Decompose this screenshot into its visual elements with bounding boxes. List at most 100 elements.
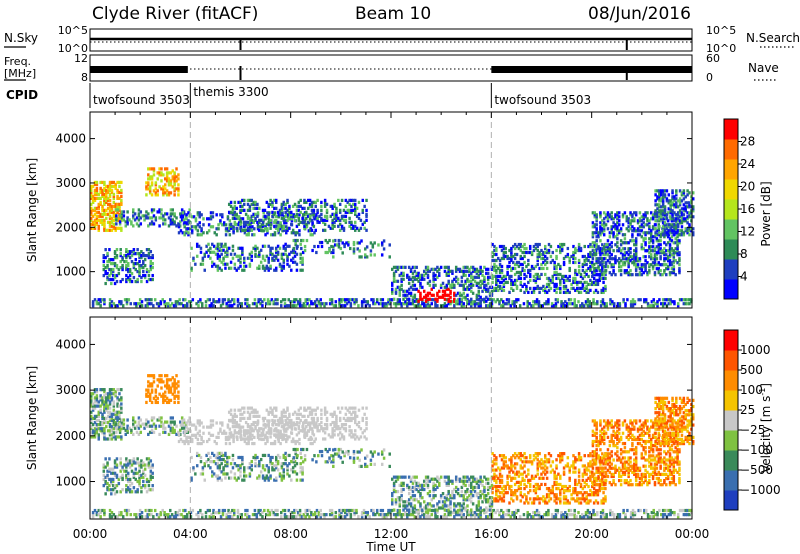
power-cell <box>125 267 128 272</box>
power-cell <box>221 213 224 217</box>
power-cell <box>555 276 558 281</box>
power-cell <box>481 279 484 283</box>
power-cell <box>261 224 265 228</box>
velocity-cell <box>115 465 119 469</box>
velocity-cell <box>173 378 176 382</box>
power-cell <box>544 288 547 293</box>
power-cell <box>312 214 316 218</box>
power-cell <box>479 283 482 287</box>
power-cell <box>477 291 481 295</box>
velocity-cell <box>227 410 231 414</box>
velocity-cell <box>103 416 106 421</box>
power-cell <box>439 285 443 289</box>
power-cell <box>560 246 564 251</box>
power-cell <box>387 302 390 306</box>
power-cell <box>593 215 597 219</box>
power-cell <box>239 254 242 258</box>
power-cell <box>485 304 488 308</box>
velocity-cell <box>148 392 152 396</box>
power-cell <box>515 298 518 302</box>
power-cell <box>231 298 234 302</box>
power-cell <box>466 269 469 273</box>
power-cell <box>276 220 280 224</box>
power-cell <box>366 300 370 304</box>
power-cell <box>658 191 661 195</box>
velocity-cell <box>103 433 106 437</box>
power-cell <box>361 198 365 202</box>
power-cell <box>566 252 570 257</box>
velocity-cell <box>239 437 243 442</box>
velocity-cell <box>105 425 108 429</box>
power-cell <box>345 241 348 245</box>
power-cell <box>454 275 458 279</box>
power-cell <box>666 257 670 261</box>
power-cell <box>97 226 101 230</box>
power-cell <box>176 300 180 304</box>
power-cell <box>197 244 201 248</box>
power-cell <box>121 256 124 260</box>
power-cell <box>243 228 246 232</box>
velocity-cell <box>158 416 161 420</box>
power-cell <box>112 196 116 201</box>
power-cell <box>579 248 583 253</box>
power-cell <box>636 227 640 231</box>
power-cell <box>430 267 433 271</box>
power-cell <box>583 270 586 275</box>
velocity-cell <box>91 422 95 427</box>
power-cell <box>648 221 651 225</box>
velocity-cell <box>198 441 201 446</box>
power-cell <box>140 279 143 284</box>
velocity-cell <box>99 429 102 433</box>
power-cell <box>631 298 635 302</box>
power-cell <box>473 300 477 304</box>
power-cell <box>671 300 674 304</box>
velocity-cell <box>105 392 108 396</box>
power-cell <box>128 250 132 254</box>
power-cell <box>586 304 590 308</box>
power-cell <box>274 266 278 270</box>
power-cell <box>665 249 668 253</box>
power-cell <box>595 219 598 223</box>
power-cell <box>653 249 657 253</box>
power-cell <box>254 202 257 206</box>
power-cell <box>466 277 469 281</box>
power-cell <box>432 275 435 279</box>
power-cell <box>126 250 130 254</box>
power-cell <box>655 229 659 233</box>
velocity-cell <box>152 374 156 378</box>
power-cell <box>636 219 640 223</box>
velocity-cell <box>163 426 167 430</box>
power-cell <box>103 186 106 191</box>
power-cell <box>99 180 102 185</box>
power-cell <box>616 225 619 229</box>
velocity-cell <box>99 404 102 408</box>
velocity-cell <box>260 431 264 435</box>
power-cell <box>210 302 213 306</box>
power-cell <box>417 279 420 283</box>
power-cell <box>167 179 171 183</box>
power-cell <box>354 208 357 212</box>
power-cell <box>357 200 361 204</box>
power-cell <box>668 259 672 263</box>
power-cell <box>407 297 411 301</box>
power-cell <box>273 212 276 216</box>
power-cell <box>254 216 257 220</box>
power-cell <box>640 269 644 273</box>
power-cell <box>101 208 104 212</box>
power-cell <box>447 302 450 306</box>
velocity-cell <box>152 422 156 426</box>
power-cell <box>490 289 494 293</box>
power-cell <box>150 208 154 212</box>
power-cell <box>545 248 549 253</box>
power-cell <box>398 289 402 293</box>
power-cell <box>658 225 661 229</box>
power-cell <box>629 211 632 215</box>
power-cell <box>138 265 141 270</box>
power-cell <box>145 248 149 252</box>
power-cell <box>112 214 116 218</box>
power-cell <box>325 218 329 222</box>
power-cell <box>667 298 671 302</box>
power-cell <box>301 258 304 262</box>
power-cell <box>602 221 606 225</box>
power-cell <box>108 194 112 199</box>
